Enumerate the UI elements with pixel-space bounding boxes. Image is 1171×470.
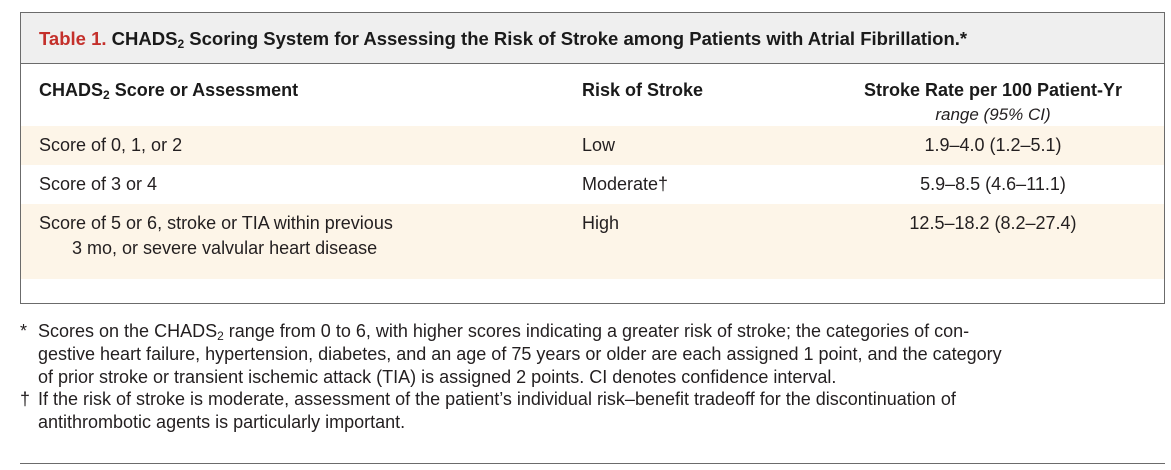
footnote-subscript: 2: [217, 329, 224, 343]
footnote-star: * Scores on the CHADS2 range from 0 to 6…: [18, 320, 1168, 388]
risk-cell: Low: [582, 135, 616, 155]
risk-cell: Moderate†: [582, 174, 669, 194]
footnote-star-text: Scores on the CHADS: [38, 321, 218, 341]
title-text-start: CHADS: [111, 28, 178, 49]
table-row: Score of 0, 1, or 2 Low 1.9–4.0 (1.2–5.1…: [21, 126, 1164, 165]
footnote-star-line-1: Scores on the CHADS2 range from 0 to 6, …: [38, 320, 1168, 343]
column-header-assessment-rest: Score or Assessment: [109, 80, 299, 100]
title-text-end: Scoring System for Assessing the Risk of…: [184, 28, 968, 49]
footnote-star-mark: *: [20, 321, 28, 341]
assessment-cell: Score of 3 or 4: [39, 174, 158, 194]
footnote-star-text-rest: range from 0 to 6, with higher scores in…: [223, 321, 970, 341]
rate-cell: 1.9–4.0 (1.2–5.1): [924, 135, 1062, 155]
footnote-dagger-line-2: antithrombotic agents is particularly im…: [38, 412, 406, 433]
rate-cell: 5.9–8.5 (4.6–11.1): [920, 174, 1066, 194]
assessment-cell: Score of 0, 1, or 2: [39, 135, 183, 155]
risk-cell: High: [582, 213, 620, 233]
column-header-rate: Stroke Rate per 100 Patient-Yr: [863, 80, 1123, 100]
table-title: Table 1. CHADS2 Scoring System for Asses…: [21, 13, 1164, 64]
table-label: Table 1.: [39, 28, 107, 49]
column-header-subscript: 2: [103, 88, 110, 102]
units-row: range (95% CI): [21, 98, 1164, 126]
footnote-star-line-3: of prior stroke or transient ischemic at…: [38, 366, 837, 387]
column-header-risk: Risk of Stroke: [582, 80, 704, 100]
table-row: Score of 3 or 4 Moderate† 5.9–8.5 (4.6–1…: [21, 165, 1164, 204]
footnotes: * Scores on the CHADS2 range from 0 to 6…: [18, 320, 1168, 434]
footnote-dagger-mark: †: [20, 389, 31, 410]
table-row: Score of 5 or 6, stroke or TIA within pr…: [21, 204, 1164, 279]
units-label: range (95% CI): [935, 105, 1051, 124]
footnote-dagger-line-1: If the risk of stroke is moderate, asses…: [38, 389, 956, 410]
bottom-divider: [20, 463, 1165, 464]
title-subscript: 2: [177, 37, 185, 51]
column-header-assessment-text: CHADS: [39, 80, 104, 100]
chads2-table: Table 1. CHADS2 Scoring System for Asses…: [20, 12, 1165, 304]
table-header-row: CHADS2 Score or Assessment Risk of Strok…: [21, 64, 1164, 101]
assessment-cell: Score of 5 or 6, stroke or TIA within pr…: [39, 211, 393, 261]
footnote-dagger: † If the risk of stroke is moderate, ass…: [18, 388, 1168, 434]
rate-cell: 12.5–18.2 (8.2–27.4): [909, 213, 1077, 233]
column-header-assessment: CHADS2 Score or Assessment: [39, 80, 298, 101]
assessment-text-continued: 3 mo, or severe valvular heart disease: [72, 238, 378, 258]
footnote-star-line-2: gestive heart failure, hypertension, dia…: [38, 343, 1002, 364]
assessment-text: Score of 5 or 6, stroke or TIA within pr…: [39, 213, 393, 233]
